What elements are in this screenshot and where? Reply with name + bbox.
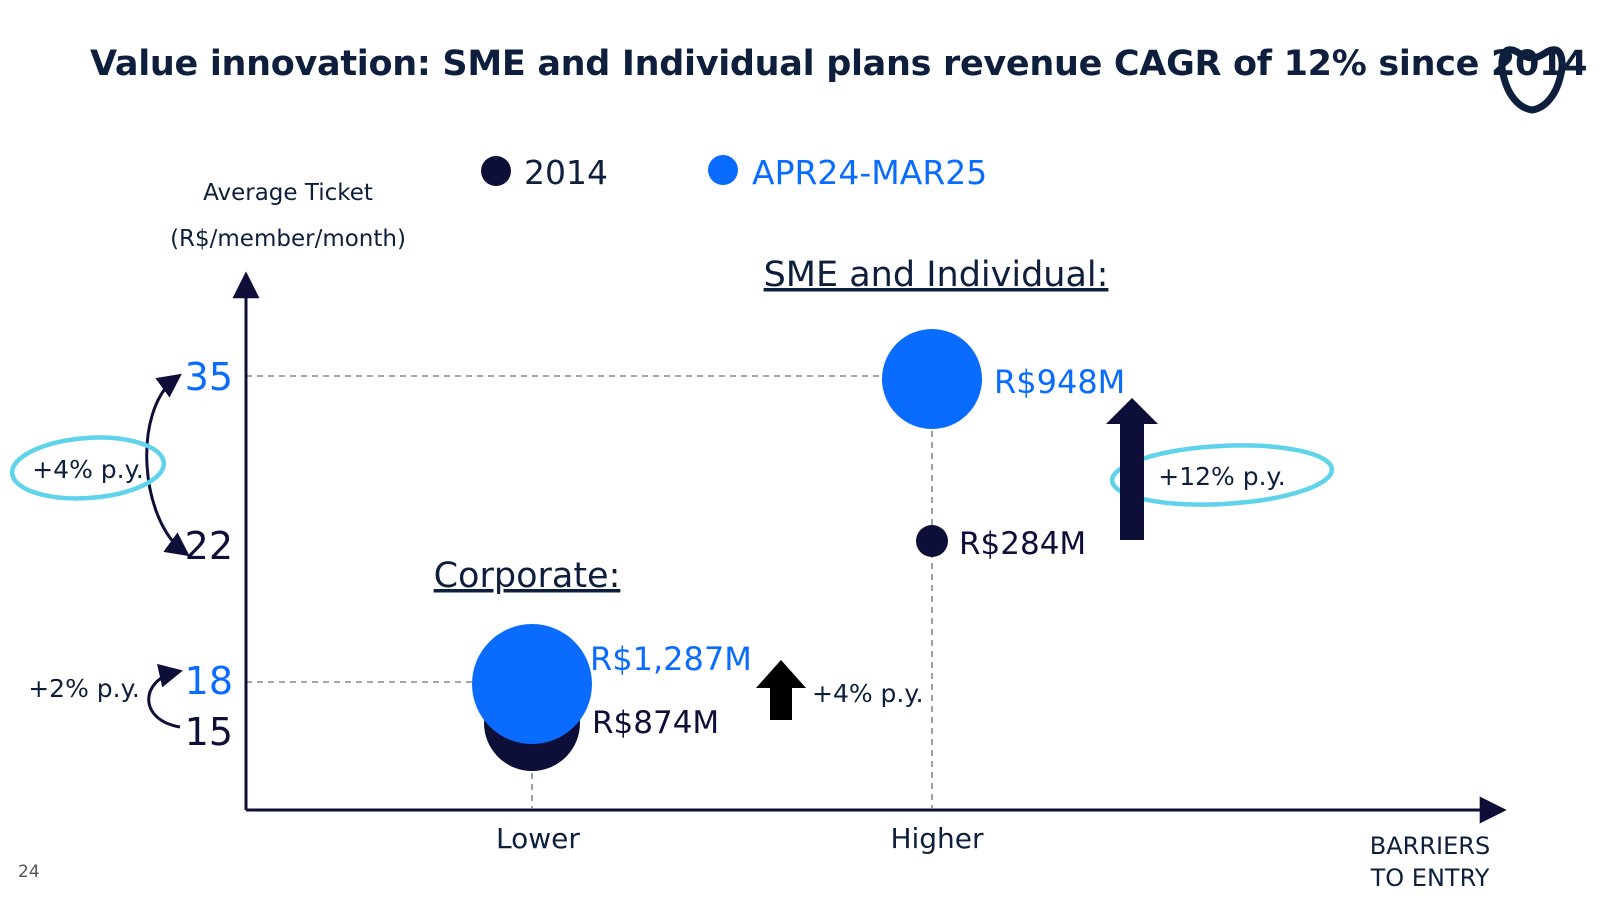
block-arrow-corporate-revenue	[756, 660, 806, 720]
curve-arrow-sme-ticket	[145, 373, 190, 557]
bubble-2014-sme	[916, 525, 948, 557]
annotation-sme-revenue-growth: +12% p.y.	[1158, 462, 1285, 491]
y-tick-label-18: 18	[185, 659, 233, 703]
legend-marker-2014	[481, 156, 511, 186]
y-tick-label-22: 22	[185, 524, 233, 568]
group-label-corporate: Corporate:	[434, 556, 621, 596]
page-number: 24	[18, 862, 40, 882]
data-label-1287: R$1,287M	[590, 640, 752, 678]
bubble-apr24-mar25-sme	[882, 329, 982, 429]
y-tick-label-15: 15	[185, 710, 233, 754]
x-axis-label-line1: BARRIERS	[1370, 832, 1490, 860]
data-label-874: R$874M	[592, 705, 719, 741]
data-label-948: R$948M	[994, 363, 1125, 401]
highlight-ring-sme-ticket	[9, 435, 167, 501]
annotation-sme-ticket-growth: +4% p.y.	[32, 455, 144, 484]
y-axis-label-line1: Average Ticket	[203, 180, 373, 206]
y-tick-label-35: 35	[185, 355, 233, 399]
page-title: Value innovation: SME and Individual pla…	[90, 44, 1588, 84]
brand-logo-icon	[1498, 46, 1566, 114]
legend-label-2014: 2014	[524, 153, 608, 192]
bubble-apr24-mar25-corporate	[472, 624, 592, 744]
x-axis-label-line2: TO ENTRY	[1370, 864, 1490, 892]
legend-marker-apr24-mar25	[708, 155, 738, 185]
y-axis-label-line2: (R$/member/month)	[170, 226, 406, 252]
x-tick-label-lower: Lower	[496, 822, 580, 855]
annotation-corporate-ticket-growth: +2% p.y.	[28, 674, 140, 703]
group-label-sme: SME and Individual:	[764, 255, 1109, 295]
data-label-284: R$284M	[959, 526, 1086, 562]
block-arrow-sme-revenue	[1106, 398, 1158, 540]
x-tick-label-higher: Higher	[890, 822, 984, 855]
annotation-corporate-revenue-growth: +4% p.y.	[812, 679, 924, 708]
highlight-ring-sme-revenue	[1109, 443, 1335, 507]
curve-arrow-corporate-ticket	[147, 663, 184, 729]
legend-label-apr24-mar25: APR24-MAR25	[752, 153, 987, 192]
